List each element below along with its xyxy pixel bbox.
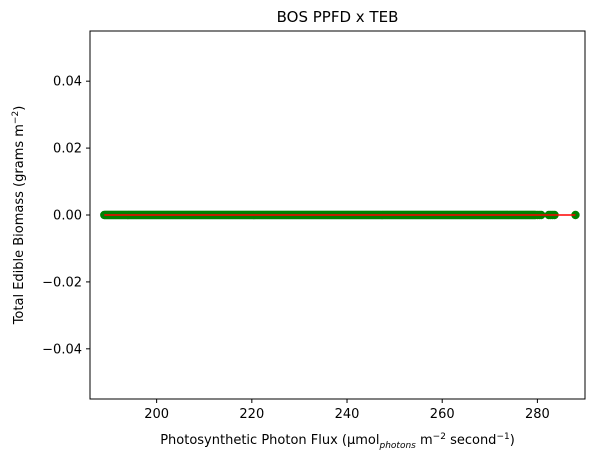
x-axis-label-subscript: photons xyxy=(379,441,417,451)
x-axis-label-exp-m: −2 xyxy=(433,432,446,442)
y-tick-label: 0.00 xyxy=(53,209,82,224)
x-tick-label: 280 xyxy=(525,407,550,422)
y-tick-label: 0.02 xyxy=(53,142,82,157)
x-axis-label: Photosynthetic Photon Flux (µmolphotons … xyxy=(160,432,515,451)
axis-ticks: 200 220 240 260 280 0.04 0.02 0.00 −0.02 −0.04 xyxy=(42,75,550,422)
x-axis-label-close: ) xyxy=(510,433,515,448)
y-tick-label: −0.04 xyxy=(42,342,82,357)
y-axis-label-close: ) xyxy=(12,106,27,111)
y-axis-label: Total Edible Biomass (grams m−2) xyxy=(11,106,27,326)
x-tick-label: 200 xyxy=(144,407,169,422)
y-tick-label: −0.02 xyxy=(42,275,82,290)
plot-frame xyxy=(89,30,586,400)
y-axis-label-base: Total Edible Biomass (grams m xyxy=(12,124,27,325)
x-tick-label: 220 xyxy=(239,407,264,422)
x-axis-label-base: Photosynthetic Photon Flux (µmol xyxy=(160,433,379,448)
x-axis-label-unit-m: m xyxy=(416,433,433,448)
y-tick-label: 0.04 xyxy=(53,75,82,90)
x-axis-label-unit-second: second xyxy=(446,433,497,448)
data-marks xyxy=(100,210,580,220)
y-axis-label-exp: −2 xyxy=(11,111,21,124)
x-tick-label: 260 xyxy=(430,407,455,422)
x-tick-label: 240 xyxy=(335,407,360,422)
chart-title: BOS PPFD x TEB xyxy=(277,8,399,26)
x-axis-label-exp-second: −1 xyxy=(496,432,509,442)
